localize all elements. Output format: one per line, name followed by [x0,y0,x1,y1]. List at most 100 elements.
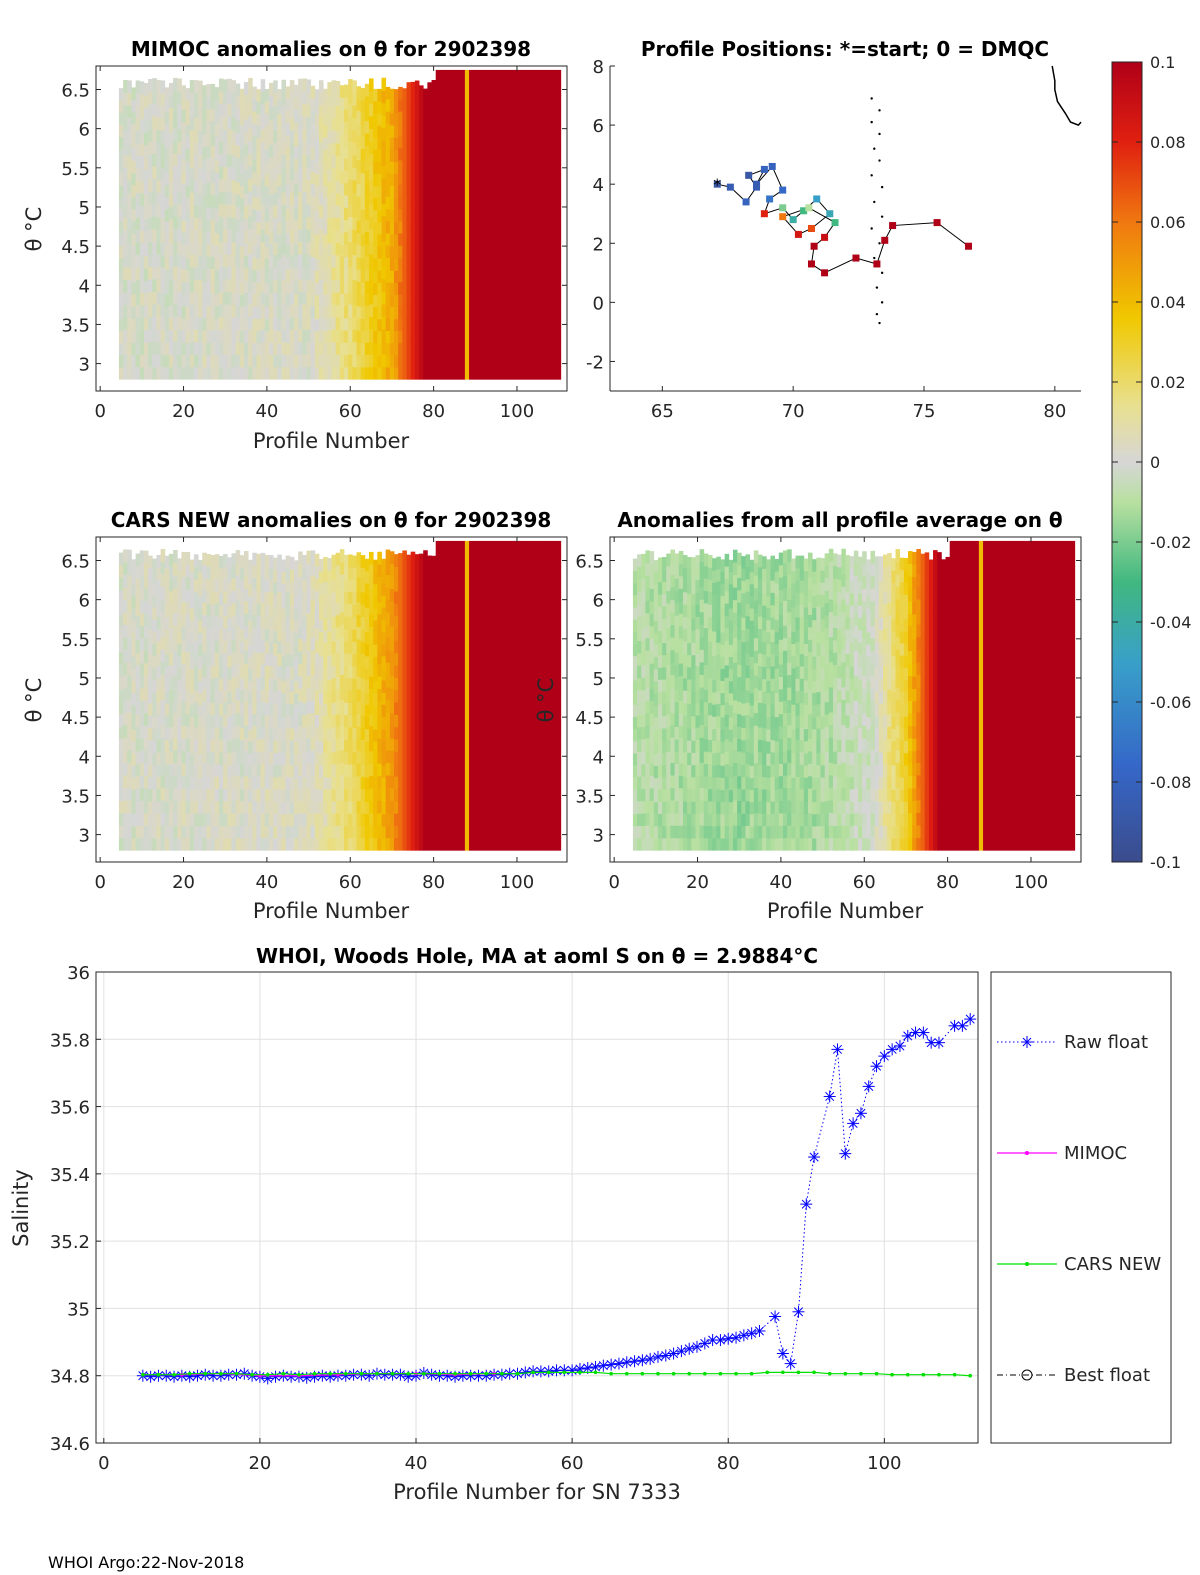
heatmap-cell [419,677,424,690]
heatmap-cell [302,752,307,765]
heatmap-cell [423,282,428,295]
heatmap-cell [127,180,132,193]
heatmap-cell [127,168,132,181]
heatmap-cell [311,147,316,160]
heatmap-cell [411,156,416,169]
heatmap-cell [169,355,174,368]
heatmap-cell [265,258,270,270]
heatmap-cell [423,663,428,676]
heatmap-cell [123,217,128,230]
heatmap-cell [252,135,257,148]
heatmap-cell [173,838,178,851]
heatmap-cell [123,242,128,255]
heatmap-cell [306,267,311,280]
heatmap-cell [340,825,345,838]
heatmap-cell [227,631,232,644]
heatmap-cell [340,330,345,343]
heatmap-cell [407,801,412,814]
heatmap-cell [169,653,174,666]
heatmap-cell [440,618,445,631]
heatmap-cell [190,814,195,827]
heatmap-cell [211,96,216,109]
heatmap-cell [482,721,487,734]
heatmap-cell [465,812,470,825]
heatmap-cell [377,552,382,565]
y-tick-label: 4 [593,175,604,196]
heatmap-cell [152,166,157,179]
heatmap-cell [373,198,378,210]
heatmap-cell [498,263,503,276]
heatmap-cell [223,789,228,802]
heatmap-cell [140,650,145,663]
heatmap-cell [198,267,203,280]
heatmap-cell [169,256,174,269]
heatmap-cell [198,790,203,802]
heatmap-cell [402,613,407,626]
heatmap-cell [306,725,311,738]
heatmap-cell [202,342,207,355]
heatmap-cell [336,640,341,653]
heatmap-cell [482,276,487,289]
heatmap-cell [440,592,445,605]
heatmap-cell [261,578,266,591]
heatmap-cell [461,263,466,276]
heatmap-cell [323,246,328,259]
heatmap-cell [477,670,482,683]
heatmap-cell [552,328,557,341]
heatmap-cell [281,279,286,292]
heatmap-cell [165,752,170,765]
heatmap-cell [340,110,345,123]
heatmap-cell [194,142,199,155]
heatmap-cell [386,662,391,675]
heatmap-cell [348,678,353,691]
heatmap-cell [440,567,445,580]
heatmap-cell [490,225,495,238]
heatmap-cell [382,342,387,355]
heatmap-cell [186,100,191,113]
heatmap-cell [336,367,341,380]
heatmap-cell [427,813,432,826]
heatmap-cell [248,91,253,104]
heatmap-cell [194,838,199,851]
heatmap-cell [477,289,482,302]
heatmap-cell [202,306,207,319]
heatmap-cell [223,229,228,242]
heatmap-cell [127,242,132,255]
heatmap-cell [419,367,424,380]
heatmap-cell [415,616,420,629]
heatmap-cell [419,343,424,356]
heatmap-cell [419,751,424,764]
heatmap-cell [131,656,136,669]
heatmap-cell [365,814,370,827]
heatmap-cell [411,552,416,565]
heatmap-cell [169,293,174,306]
colorbar-tick-label: -0.04 [1150,613,1191,632]
y-tick-label: 3.5 [61,315,90,336]
heatmap-cell [327,558,332,571]
heatmap-cell [161,317,166,330]
heatmap-cell [161,305,166,318]
heatmap-cell [215,616,220,629]
heatmap-cell [123,130,128,143]
heatmap-cell [352,354,357,367]
heatmap-cell [194,616,199,629]
heatmap-cell [361,690,366,703]
heatmap-cell [327,741,332,754]
heatmap-cell [256,789,261,802]
heatmap-cell [144,108,149,121]
heatmap-cell [152,668,157,681]
heatmap-cell [281,217,286,230]
heatmap-cell [482,605,487,618]
heatmap-cell [473,747,478,760]
heatmap-cell [265,616,270,629]
heatmap-cell [477,121,482,134]
heatmap-cell [440,644,445,657]
heatmap-cell [206,133,211,146]
heatmap-cell [202,801,207,814]
heatmap-cell [440,263,445,276]
heatmap-cell [256,813,261,826]
heatmap-cell [327,692,332,705]
heatmap-cell [311,600,316,613]
heatmap-cell [298,639,303,652]
heatmap-cell [123,317,128,330]
